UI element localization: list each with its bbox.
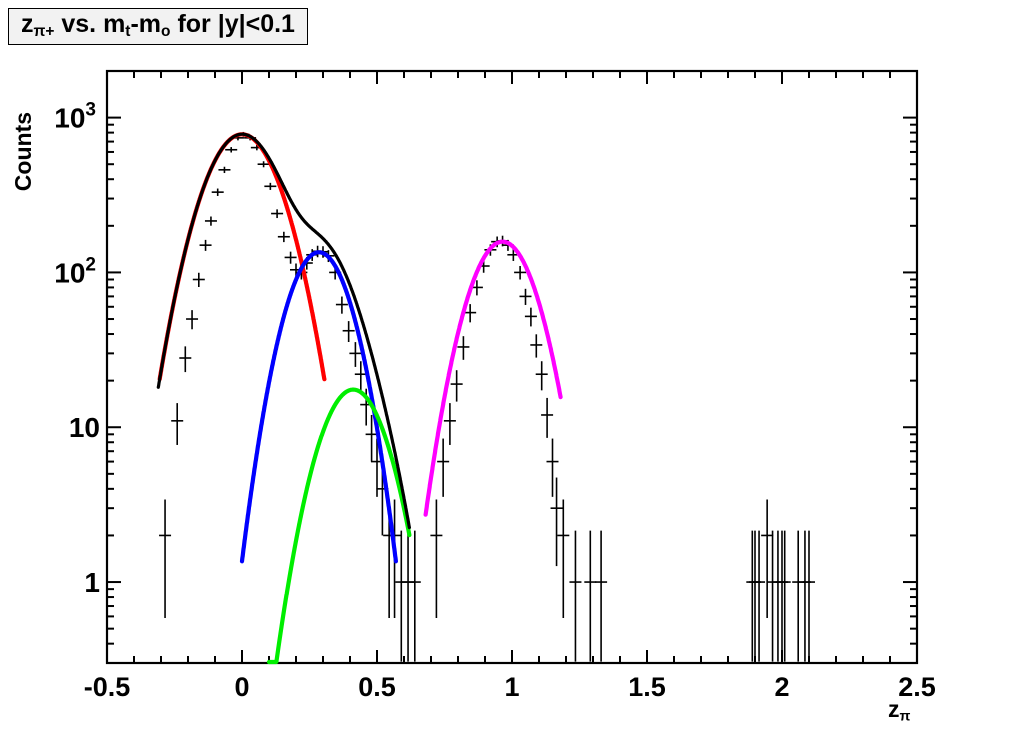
y-tick-label: 10	[69, 412, 100, 443]
y-tick-exponent: 2	[85, 254, 96, 275]
y-tick-label: 102	[54, 254, 96, 288]
fit-curves	[156, 132, 563, 665]
x-tick-label: 0	[234, 672, 249, 702]
curve-gaussian-blue	[239, 250, 398, 564]
x-tick-label: 0.5	[358, 672, 396, 702]
curve-gaussian-magenta	[423, 239, 563, 517]
plot-title-text: zπ+ vs. mt-mo for |y|<0.1	[21, 10, 295, 40]
y-tick-exponent: 3	[85, 100, 96, 121]
plot-frame	[105, 69, 919, 665]
x-tick-label: 2	[774, 672, 789, 702]
frame-rect	[105, 69, 919, 665]
axis-tick-labels: -0.5 0 0.5 1 1.5 2 2.5 1 10 102 103	[54, 100, 936, 702]
data-points	[159, 131, 815, 662]
axis-ticks	[106, 70, 918, 664]
x-axis-title: zπ	[888, 696, 911, 725]
x-tick-label: -0.5	[84, 672, 131, 702]
x-tick-label: 1.5	[628, 672, 666, 702]
curve-gaussian-green	[266, 387, 412, 665]
x-tick-label: 1	[504, 672, 519, 702]
y-tick-label: 1	[84, 567, 100, 598]
plot-title: zπ+ vs. mt-mo for |y|<0.1	[8, 8, 308, 46]
curve-total-fit-black	[156, 132, 411, 530]
y-tick-label: 103	[54, 100, 96, 134]
x-tick-label: 2.5	[898, 672, 936, 702]
